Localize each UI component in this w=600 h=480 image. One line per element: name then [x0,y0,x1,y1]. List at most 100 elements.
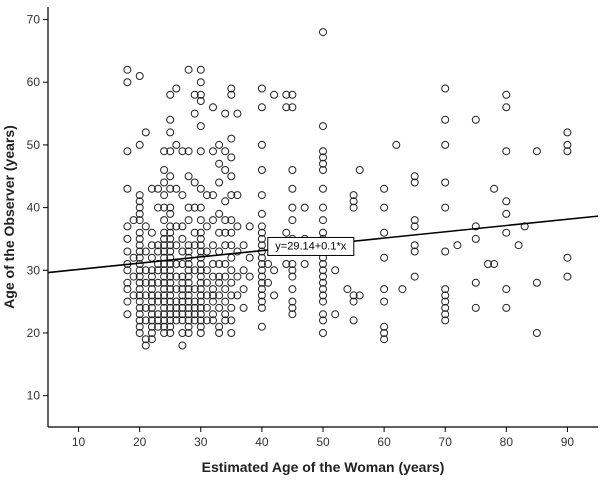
data-point [196,228,205,237]
data-point [221,109,230,118]
data-point [172,184,181,193]
data-point [282,103,291,112]
data-point [154,322,162,331]
data-point [355,166,364,174]
data-point [563,272,572,281]
data-point [166,90,175,99]
data-point [441,303,450,312]
data-point [123,310,132,319]
data-point [135,191,144,200]
data-point [202,247,211,256]
data-point [160,278,169,287]
equation-label-box [267,236,355,256]
data-point [196,260,205,268]
data-point [166,278,175,287]
data-point [288,297,297,306]
data-point [270,266,279,275]
data-point [147,322,156,331]
data-point [257,260,266,268]
data-point [209,285,217,294]
data-point [270,90,279,99]
data-point [319,291,327,300]
data-point [178,329,187,337]
data-point [202,222,211,231]
data-point [410,216,419,225]
data-point [135,291,144,300]
data-point [209,191,217,200]
data-point [196,297,205,306]
data-point [502,285,511,294]
data-point [221,272,230,281]
y-tick-label: 50 [27,138,41,152]
x-tick-label: 60 [377,435,391,449]
data-point [147,303,156,312]
data-point [471,234,480,243]
data-point [184,247,193,256]
data-point [380,297,389,306]
y-axis-ticks: 10 20 30 40 50 60 70 [27,13,48,403]
data-point [319,28,327,37]
data-point [196,203,205,212]
data-point [166,228,175,237]
data-point [221,316,230,325]
data-point [160,310,169,319]
data-point [196,310,205,319]
data-point [147,316,156,325]
data-point [233,191,242,200]
y-tick-label: 70 [27,13,41,27]
data-point [190,109,199,118]
data-point [196,78,205,87]
data-point [245,222,254,231]
data-point [514,241,523,250]
data-point [288,285,297,294]
data-point [135,322,144,331]
data-point [441,140,450,149]
data-point [154,278,162,287]
data-point [154,203,162,212]
data-point [196,90,205,99]
x-tick-label: 30 [194,435,208,449]
data-point [184,297,193,306]
data-point [441,310,450,319]
data-point [196,122,205,131]
data-point [135,197,144,206]
data-point [160,203,169,212]
data-point [147,310,156,319]
data-point [166,322,175,331]
x-tick-label: 80 [500,435,514,449]
data-point [196,97,205,105]
data-point [319,329,327,337]
data-point [380,285,389,294]
data-point [141,222,150,231]
data-point [215,140,224,149]
data-point [123,65,132,74]
data-point [154,241,162,250]
data-point [166,291,175,300]
data-point [172,285,181,294]
data-point [141,341,150,350]
x-tick-label: 50 [316,435,330,449]
data-point [221,260,230,268]
data-point [172,310,181,319]
data-point [135,247,144,256]
data-point [319,266,327,275]
data-point [288,203,297,212]
data-point [209,103,217,112]
data-point [257,166,266,174]
data-point [331,310,340,319]
data-point [184,310,193,319]
data-point [135,140,144,149]
data-point [380,184,389,193]
data-point [410,178,419,187]
x-tick-label: 10 [72,435,86,449]
data-point [221,216,230,225]
data-point [233,272,242,281]
data-point [135,278,144,287]
data-point [221,241,230,250]
data-point [502,209,511,218]
data-point [319,159,327,168]
data-point [233,247,242,256]
data-point [209,310,217,319]
data-point [209,316,217,325]
data-point [257,253,266,262]
